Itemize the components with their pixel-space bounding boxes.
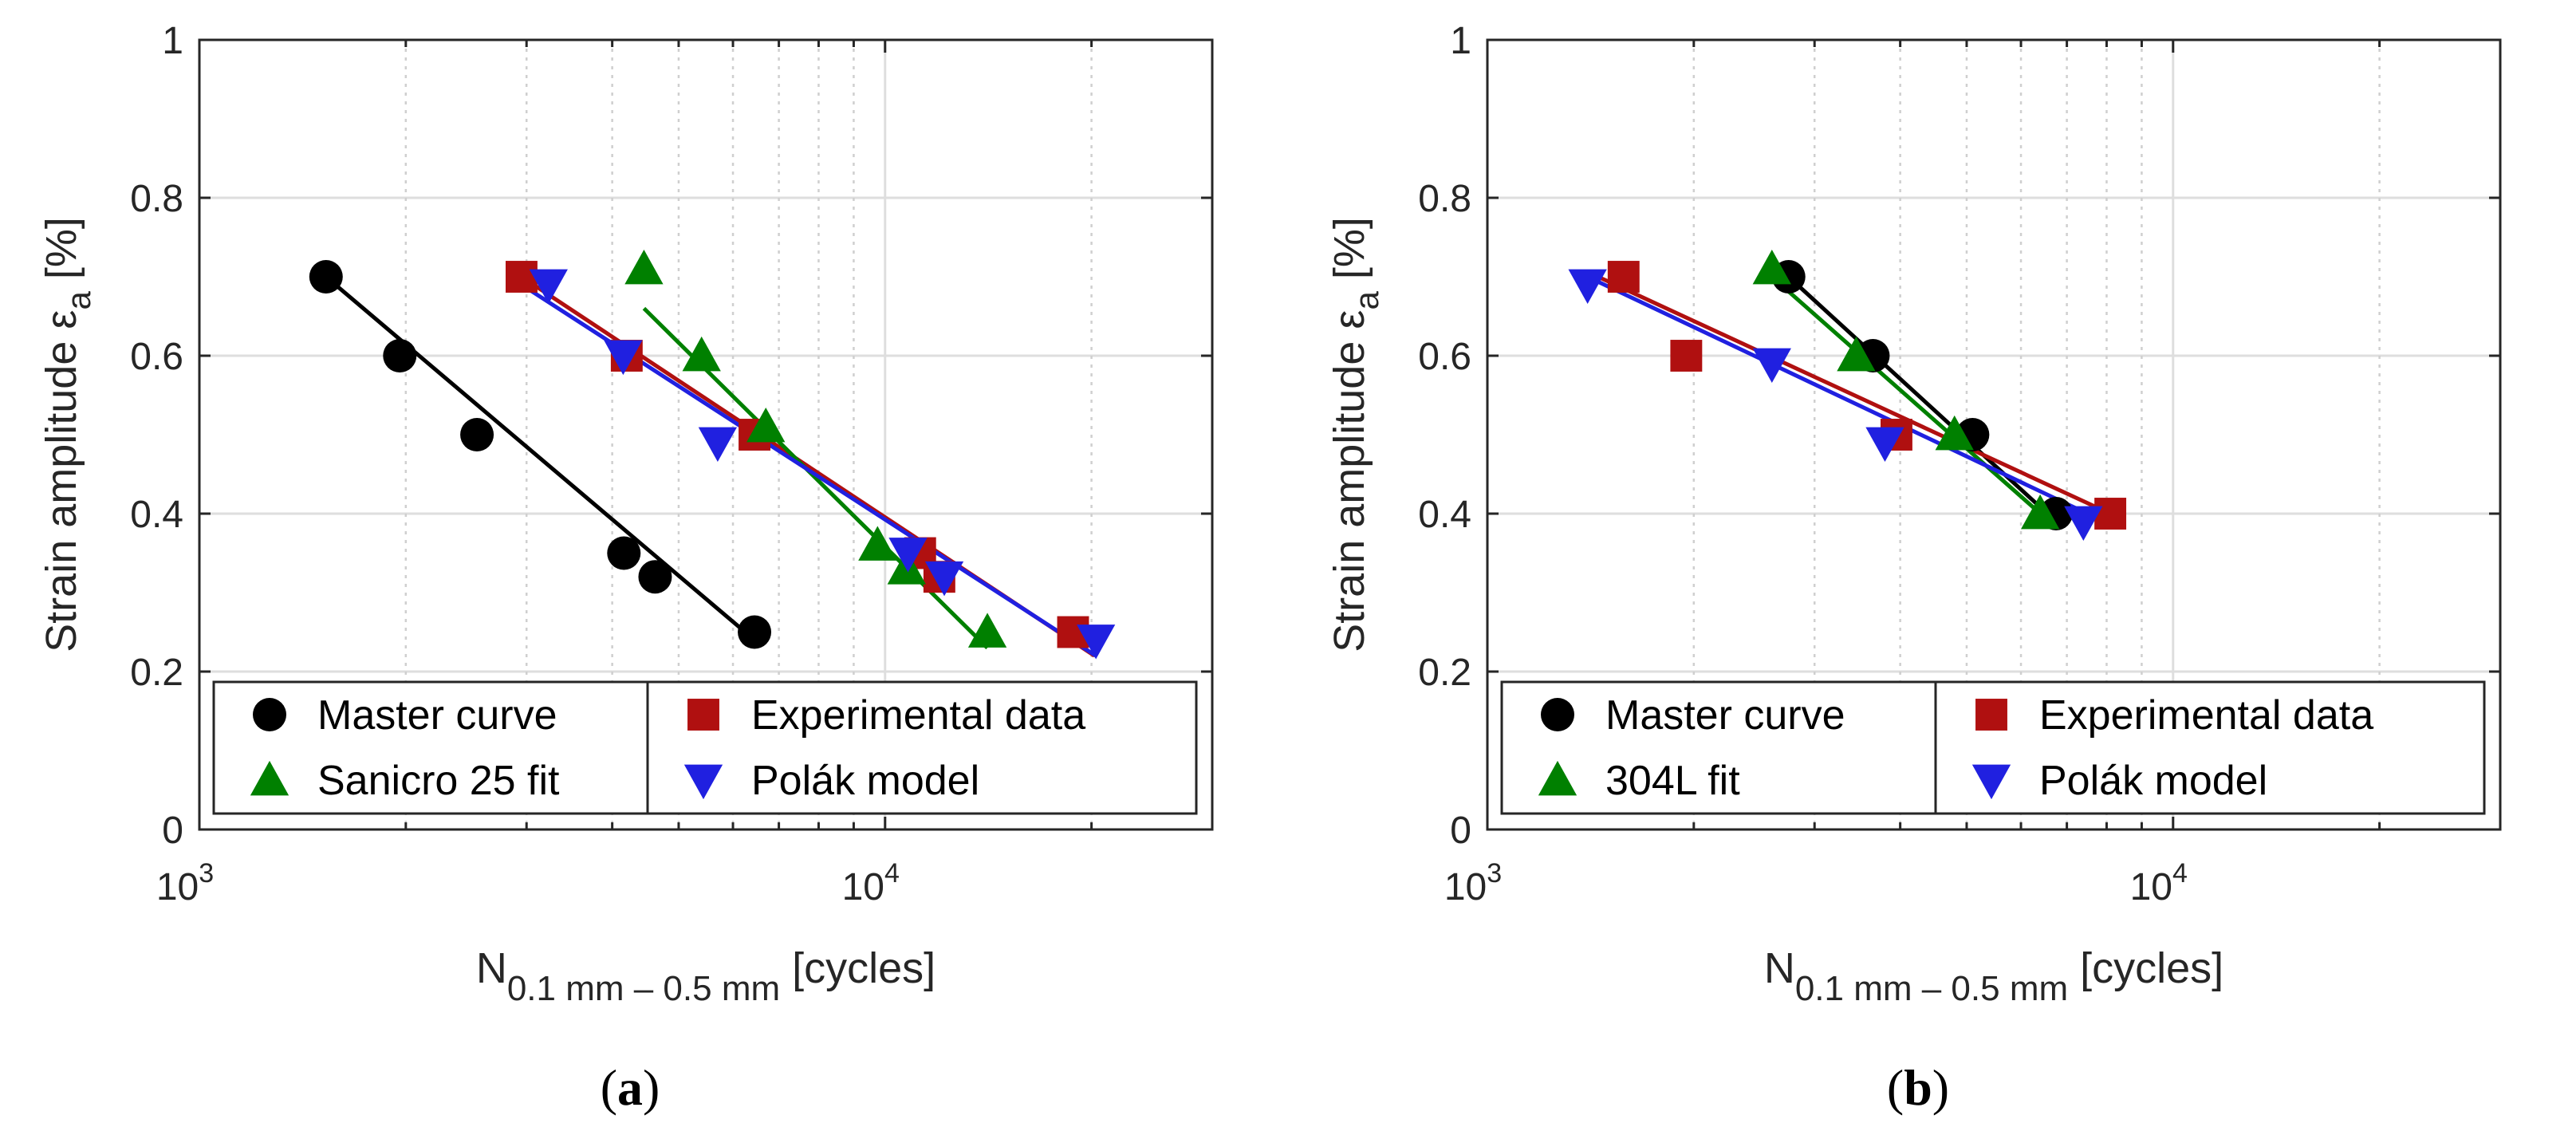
point-triangle-down xyxy=(1077,625,1116,660)
plot-frame xyxy=(1486,38,2502,831)
point-triangle-down xyxy=(1752,348,1791,384)
point-triangle-up xyxy=(858,526,897,561)
point-triangle-down xyxy=(1568,269,1607,305)
fit-line-triangle-up xyxy=(1771,275,2051,523)
y-tick-label: 0.8 xyxy=(130,178,183,220)
point-triangle-up xyxy=(1935,415,1974,451)
plot-frame xyxy=(198,38,1214,831)
fit-line-triangle-down xyxy=(1586,274,2089,516)
legend-marker-square xyxy=(687,699,719,731)
point-circle xyxy=(638,560,672,594)
legend: Master curve Experimental data 304L fit Pol… xyxy=(1500,680,2486,815)
point-circle xyxy=(460,418,494,451)
legend-label: Experimental data xyxy=(2039,692,2373,739)
point-triangle-down xyxy=(1865,427,1904,463)
y-tick-label: 0.2 xyxy=(1418,652,1471,694)
y-tick-label: 0 xyxy=(162,810,183,852)
y-tick-label: 0.6 xyxy=(1418,336,1471,378)
legend-label: Experimental data xyxy=(751,692,1085,739)
y-axis-label: Strain amplitude εa [%] xyxy=(37,217,97,652)
legend-label: Master curve xyxy=(317,692,557,739)
legend-entry: Polák model xyxy=(683,758,979,804)
x-tick-label: 103 xyxy=(156,858,214,908)
point-square xyxy=(2094,498,2127,530)
x-axis-label: N0.1 mm – 0.5 mm [cycles] xyxy=(1764,944,2223,1008)
legend: Master curve Experimental data Sanicro 25 … xyxy=(212,680,1198,815)
point-square xyxy=(1607,261,1640,293)
y-tick-label: 1 xyxy=(1450,20,1471,62)
point-triangle-down xyxy=(888,538,928,573)
legend-marker-triangle-up xyxy=(1538,760,1578,796)
point-triangle-up xyxy=(2020,494,2060,530)
legend-entry: Sanicro 25 fit xyxy=(250,758,560,804)
legend-label: Sanicro 25 fit xyxy=(317,758,560,804)
y-tick-label: 0.4 xyxy=(130,494,183,536)
legend-marker-triangle-down xyxy=(683,764,723,800)
legend-entry: Experimental data xyxy=(1975,692,2373,739)
panel-b: 0 0.2 0.4 0.6 0.8 1 103 104 N0.1 mm – 0.5 mm [cy… xyxy=(1288,0,2576,1123)
legend-entry: Master curve xyxy=(253,692,557,739)
point-circle xyxy=(607,536,641,570)
panel-caption: (a) xyxy=(601,1059,660,1116)
legend-entry: Master curve xyxy=(1541,692,1845,739)
data-points xyxy=(1568,249,2127,542)
fit-lines xyxy=(1586,274,2112,523)
point-square xyxy=(505,261,538,293)
legend-entry: Polák model xyxy=(1971,758,2267,804)
x-tick-label: 103 xyxy=(1444,858,1502,908)
panel-a: 0 0.2 0.4 0.6 0.8 1 103 104 N0.1 mm – 0.5 mm [cy… xyxy=(37,20,1214,1116)
fit-lines xyxy=(325,274,1097,658)
legend-label: Polák model xyxy=(751,758,979,804)
axes: 0 0.2 0.4 0.6 0.8 1 103 104 xyxy=(1418,20,2502,908)
legend-marker-circle xyxy=(253,698,286,731)
legend-label: Master curve xyxy=(1605,692,1845,739)
point-triangle-down xyxy=(698,427,738,463)
legend-marker-square xyxy=(1975,699,2007,731)
fit-line-circle xyxy=(1787,275,2058,523)
point-circle xyxy=(383,339,417,372)
point-square xyxy=(1670,340,1703,372)
chart-a: 0 0.2 0.4 0.6 0.8 1 103 104 N0.1 mm – 0.5 mm [cy… xyxy=(37,20,1214,1116)
point-triangle-up xyxy=(1837,336,1876,372)
panel-caption: (b) xyxy=(1887,1059,1949,1116)
y-tick-label: 0.8 xyxy=(1418,178,1471,220)
legend-label: 304L fit xyxy=(1605,758,1740,804)
axes: 0 0.2 0.4 0.6 0.8 1 103 104 xyxy=(130,20,1214,908)
point-triangle-up xyxy=(746,407,786,443)
legend-entry: 304L fit xyxy=(1538,758,1740,804)
fit-line-square xyxy=(1597,274,2112,516)
point-triangle-up xyxy=(624,249,664,285)
point-triangle-down xyxy=(604,340,643,376)
legend-marker-circle xyxy=(1541,698,1574,731)
y-tick-label: 0.4 xyxy=(1418,494,1471,536)
point-triangle-up xyxy=(967,613,1007,648)
point-triangle-down xyxy=(2064,506,2103,542)
legend-entry: Experimental data xyxy=(687,692,1085,739)
point-triangle-up xyxy=(1752,249,1791,285)
chart-b: 0 0.2 0.4 0.6 0.8 1 103 104 N0.1 mm – 0.5 mm [cy… xyxy=(1325,20,2502,1116)
x-tick-label: 104 xyxy=(2130,858,2188,908)
y-tick-label: 0 xyxy=(1450,810,1471,852)
y-tick-label: 1 xyxy=(162,20,183,62)
y-tick-label: 0.6 xyxy=(130,336,183,378)
point-circle xyxy=(309,260,343,294)
point-triangle-down xyxy=(529,269,568,305)
data-points xyxy=(309,249,1116,660)
legend-marker-triangle-down xyxy=(1971,764,2011,800)
y-tick-label: 0.2 xyxy=(130,652,183,694)
fit-line-circle xyxy=(325,275,756,642)
point-triangle-up xyxy=(682,336,721,372)
x-tick-label: 104 xyxy=(842,858,900,908)
legend-marker-triangle-up xyxy=(250,760,290,796)
x-axis-label: N0.1 mm – 0.5 mm [cycles] xyxy=(476,944,935,1008)
legend-label: Polák model xyxy=(2039,758,2267,804)
y-axis-label: Strain amplitude εa [%] xyxy=(1325,217,1385,652)
point-circle xyxy=(738,615,772,649)
point-triangle-down xyxy=(924,561,964,597)
